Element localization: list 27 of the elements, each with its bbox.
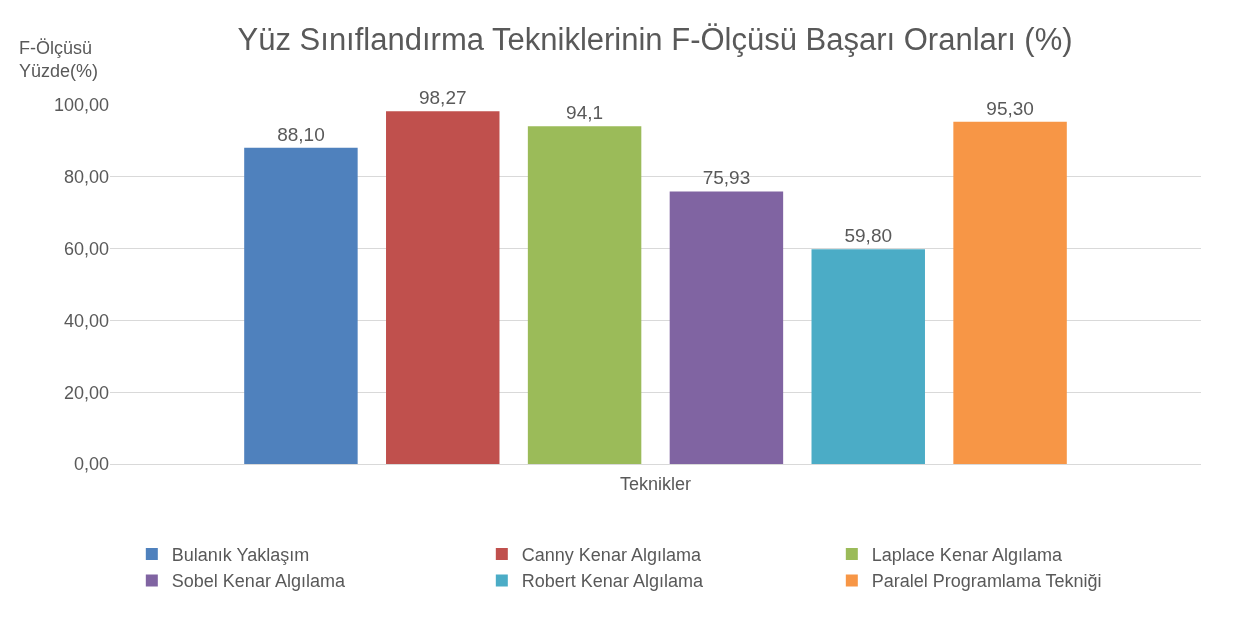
legend-label: Sobel Kenar Algılama [171, 571, 346, 592]
y-tick-label: 0,00 [73, 454, 109, 475]
x-axis-title: Teknikler [619, 473, 692, 494]
y-tick-label: 60,00 [63, 238, 109, 259]
y-tick-label: 20,00 [63, 382, 109, 403]
legend-label: Paralel Programlama Tekniği [871, 571, 1102, 592]
data-label: 75,93 [702, 167, 751, 189]
bar [811, 249, 925, 464]
data-label: 95,30 [986, 97, 1034, 119]
legend-label: Robert Kenar Algılama [521, 571, 704, 592]
y-tick-label: 80,00 [63, 167, 109, 188]
data-label: 98,27 [418, 87, 467, 109]
y-tick-label: 40,00 [63, 310, 109, 331]
bar [953, 121, 1067, 464]
data-label: 88,10 [277, 123, 325, 145]
bar [386, 111, 500, 464]
legend-label: Canny Kenar Algılama [521, 545, 702, 566]
chart-title: Yüz Sınıflandırma Tekniklerinin F-Ölçüsü Başarı Oranları (%) [237, 22, 1073, 58]
bar [669, 191, 784, 464]
bar [527, 126, 642, 464]
bar [244, 147, 358, 464]
legend-label: Laplace Kenar Algılama [871, 545, 1063, 566]
y-axis-title: F-Ölçüsü Yüzde(%) [19, 38, 99, 82]
legend-label: Bulanık Yaklaşım [171, 545, 310, 566]
data-label: 94,1 [566, 102, 604, 124]
y-tick-label: 100,00 [53, 95, 109, 116]
data-label: 59,80 [844, 225, 893, 247]
